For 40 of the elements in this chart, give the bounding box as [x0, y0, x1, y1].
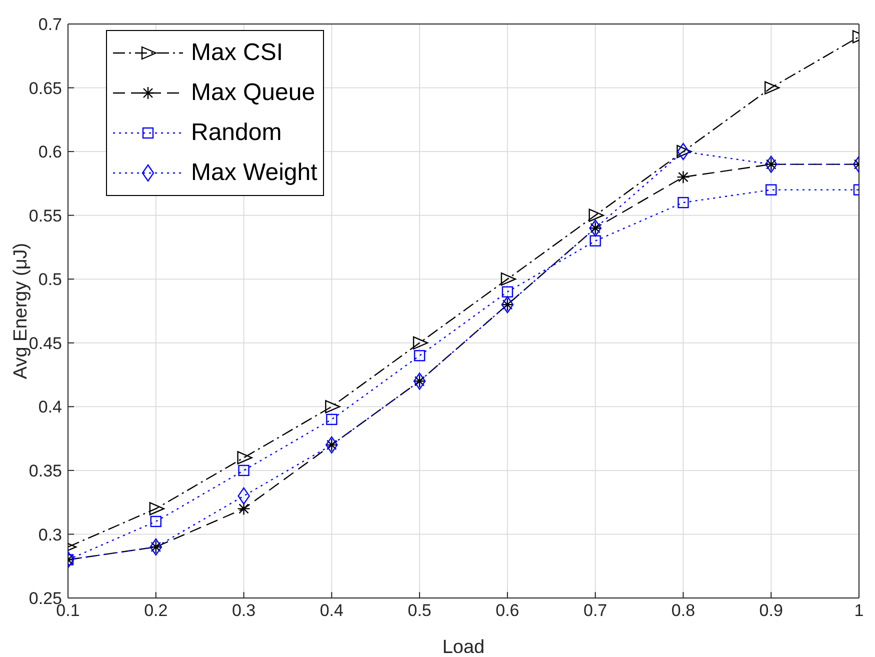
point — [237, 502, 250, 516]
point — [676, 144, 692, 158]
x-tick-label: 0.7 — [584, 601, 608, 620]
x-tick-label: 0.2 — [144, 601, 168, 620]
point — [590, 235, 601, 246]
point — [326, 414, 338, 426]
point — [150, 516, 162, 528]
point — [766, 184, 777, 196]
point — [676, 170, 690, 184]
legend-label: Max CSI — [191, 39, 284, 67]
point — [149, 502, 164, 516]
y-tick-label: 0.5 — [38, 270, 62, 290]
legend-label: Max Weight — [191, 159, 318, 187]
x-tick-label: 0.5 — [408, 601, 432, 620]
y-tick-label: 0.4 — [38, 398, 62, 417]
point — [500, 272, 516, 286]
point — [238, 464, 250, 476]
legend-label: Random — [191, 119, 282, 147]
point — [237, 451, 252, 464]
y-tick-label: 0.35 — [28, 461, 62, 480]
y-tick-label: 0.3 — [38, 525, 62, 544]
legend-label: Max Queue — [191, 79, 316, 107]
point — [502, 286, 514, 298]
point — [678, 196, 689, 208]
x-tick-label: 0.4 — [320, 601, 344, 620]
point — [764, 81, 780, 94]
x-tick-label: 0.6 — [496, 601, 520, 620]
x-axis-title: Load — [442, 637, 485, 657]
x-tick-label: 0.9 — [759, 601, 783, 620]
x-tick-label: 1 — [854, 601, 864, 620]
point — [414, 350, 426, 362]
y-tick-label: 0.7 — [38, 15, 62, 34]
x-tick-label: 0.3 — [232, 601, 256, 620]
point — [325, 400, 340, 414]
point — [412, 336, 428, 350]
y-tick-label: 0.65 — [28, 78, 62, 98]
point — [588, 208, 604, 222]
y-tick-label: 0.6 — [38, 142, 62, 162]
y-tick-label: 0.55 — [28, 206, 62, 226]
x-tick-label: 0.8 — [671, 601, 696, 620]
